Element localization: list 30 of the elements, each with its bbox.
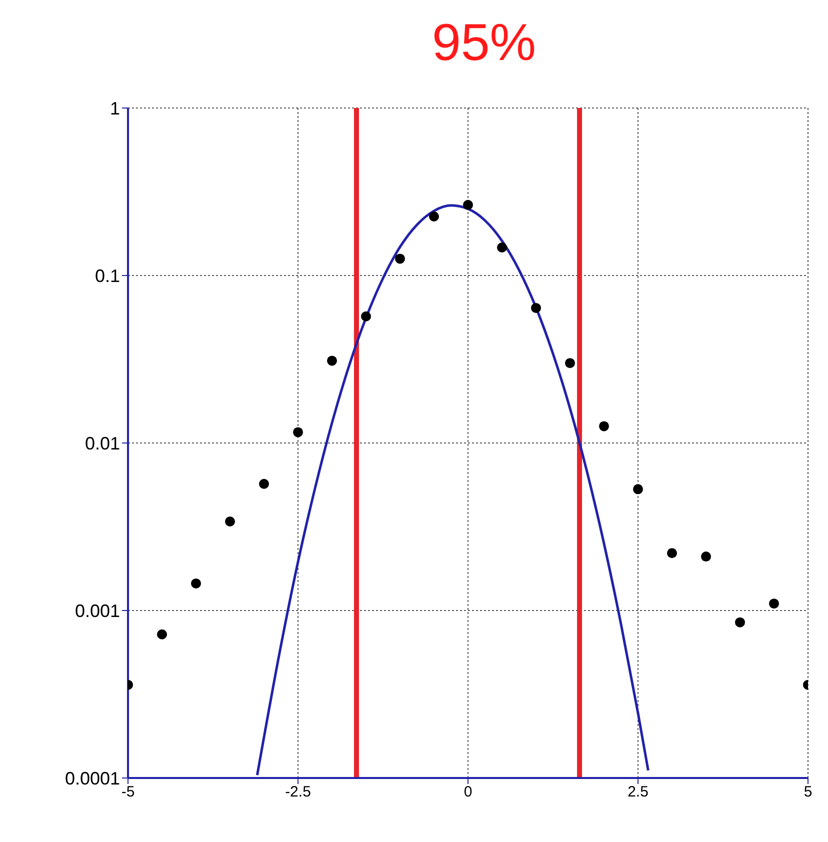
- point: [463, 200, 473, 210]
- y-tick-label: 0.01: [84, 433, 120, 454]
- y-tick-label: 0.0001: [64, 768, 120, 788]
- x-tick-label: 0: [464, 784, 472, 801]
- chart-title: 95%: [430, 13, 538, 74]
- x-tick-label: 5: [804, 784, 812, 801]
- point: [769, 598, 779, 609]
- point: [565, 358, 575, 368]
- point: [735, 617, 745, 628]
- x-tick-label: 2.5: [628, 784, 648, 801]
- point: [429, 212, 439, 222]
- point: [633, 484, 643, 494]
- y-tick-label: 1: [110, 98, 120, 118]
- point: [599, 421, 609, 432]
- x-tick-label: -5: [121, 784, 135, 801]
- y-tick-label: 0.1: [94, 266, 120, 286]
- point: [259, 478, 269, 489]
- point: [395, 254, 405, 264]
- point: [157, 629, 167, 640]
- point: [531, 302, 541, 313]
- point: [225, 516, 235, 526]
- x-tick-label: -2.5: [285, 784, 311, 801]
- point: [361, 311, 371, 322]
- point: [701, 552, 711, 562]
- point: [327, 356, 337, 366]
- point: [293, 427, 303, 438]
- point: [497, 242, 507, 252]
- point: [667, 548, 677, 558]
- point: [191, 578, 201, 588]
- y-tick-label: 0.001: [74, 600, 120, 621]
